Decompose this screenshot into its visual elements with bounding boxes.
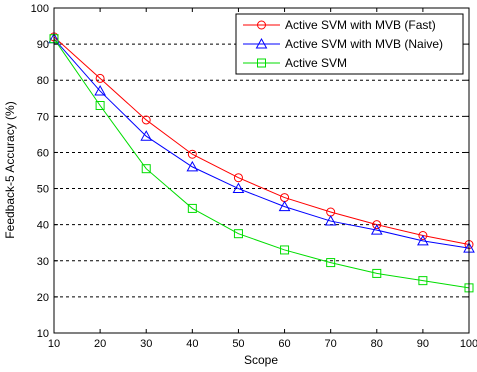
y-axis-ticks: 10 20 30 40 50 60 70 80 90 100: [31, 3, 469, 340]
data-point: [372, 220, 382, 230]
y-axis-label: Feedback-5 Accuracy (%): [3, 101, 17, 238]
data-point: [95, 101, 105, 110]
legend-marker: [257, 58, 266, 68]
x-tick-label: 90: [417, 338, 429, 350]
data-point: [232, 182, 245, 194]
series-line: [53, 38, 470, 249]
data-point: [418, 276, 428, 286]
y-tick-label: 80: [37, 75, 49, 87]
x-axis-label: Scope: [244, 353, 278, 367]
x-tick-label: 70: [325, 338, 337, 350]
legend-marker: [257, 20, 266, 30]
data-point: [418, 231, 428, 240]
x-tick-label: 30: [140, 338, 152, 350]
y-tick-label: 70: [37, 111, 49, 123]
data-point: [140, 130, 153, 141]
x-tick-label: 10: [48, 338, 60, 350]
x-tick-label: 100: [460, 338, 477, 350]
data-point: [141, 115, 151, 125]
y-tick-label: 40: [37, 220, 49, 232]
x-tick-label: 60: [278, 338, 290, 350]
plot-frame: [53, 7, 470, 334]
series-2: [48, 32, 475, 253]
x-tick-label: 50: [232, 338, 244, 350]
data-point: [280, 245, 290, 255]
y-tick-label: 10: [37, 328, 49, 340]
legend-label: Active SVM with MVB (Fast): [285, 18, 436, 32]
x-axis-ticks: 10 20 30 40 50 60 70 80 90 100: [48, 8, 477, 350]
y-tick-label: 90: [37, 39, 49, 51]
data-point: [95, 73, 105, 83]
series-line: [53, 36, 470, 246]
legend: Active SVM with MVB (Fast) Active SVM wit…: [235, 13, 464, 75]
data-point: [233, 173, 243, 183]
series-layer: [48, 32, 475, 293]
data-point: [370, 224, 383, 235]
data-point: [141, 164, 151, 174]
data-point: [372, 268, 382, 278]
y-tick-label: 100: [31, 3, 49, 15]
x-tick-label: 80: [371, 338, 383, 350]
y-tick-label: 20: [37, 292, 49, 304]
data-point: [186, 160, 199, 172]
x-tick-label: 40: [186, 338, 198, 350]
data-point: [324, 215, 337, 226]
y-tick-label: 30: [37, 256, 49, 268]
x-tick-label: 20: [94, 338, 106, 350]
data-point: [233, 229, 243, 239]
data-point: [278, 200, 291, 212]
data-point: [326, 258, 336, 268]
data-point: [187, 149, 197, 159]
data-point: [94, 85, 106, 96]
y-tick-label: 60: [37, 147, 49, 159]
series-line: [53, 38, 470, 289]
legend-entry: Active SVM with MVB (Naive): [243, 37, 443, 51]
legend-label: Active SVM: [285, 56, 347, 70]
y-tick-label: 50: [37, 184, 49, 196]
legend-marker: [255, 37, 268, 49]
legend-label: Active SVM with MVB (Naive): [285, 37, 443, 51]
data-point: [417, 234, 429, 246]
data-point: [187, 203, 197, 213]
legend-entry: Active SVM with MVB (Fast): [243, 18, 436, 32]
legend-entry: Active SVM: [243, 56, 347, 70]
